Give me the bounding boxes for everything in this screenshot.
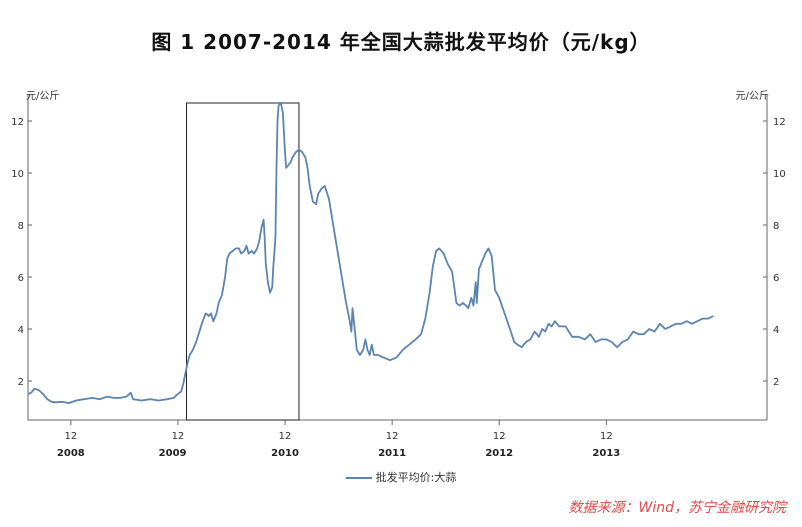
x-year-label: 2009 xyxy=(159,448,187,459)
highlight-box xyxy=(186,102,300,421)
axes-layer: 元/公斤 元/公斤 2 2 4 4 6 6 8 8 10 10 12 12 12 12 12 12 12 12 2008… xyxy=(11,90,785,459)
y-tick-label-right: 10 xyxy=(773,169,786,180)
y-tick-label-left: 6 xyxy=(18,273,24,284)
y-tick-label-left: 10 xyxy=(11,169,24,180)
legend-label: 批发平均价:大蒜 xyxy=(375,471,457,484)
series-layer xyxy=(27,101,714,404)
series-line-0 xyxy=(27,101,714,404)
y-tick-label-left: 8 xyxy=(18,221,24,232)
y-tick-label-right: 12 xyxy=(773,117,786,128)
y-tick-label-left: 12 xyxy=(11,117,24,128)
y-tick-label-left: 4 xyxy=(18,325,24,336)
x-tick-label: 12 xyxy=(386,431,399,442)
source-note: 数据来源：Wind，苏宁金融研究院 xyxy=(568,500,787,516)
x-tick-label: 12 xyxy=(172,431,185,442)
y-tick-label-right: 2 xyxy=(773,377,779,388)
x-year-label: 2013 xyxy=(592,448,620,459)
unit-label-left: 元/公斤 xyxy=(26,90,59,102)
x-tick-label: 12 xyxy=(64,431,77,442)
chart-title: 图 1 2007-2014 年全国大蒜批发平均价（元/kg） xyxy=(151,30,651,54)
x-year-label: 2012 xyxy=(485,448,513,459)
unit-label-right: 元/公斤 xyxy=(736,90,769,102)
highlight-box-layer xyxy=(186,102,300,421)
x-tick-label: 12 xyxy=(600,431,613,442)
y-tick-label-right: 8 xyxy=(773,221,779,232)
legend-swatch xyxy=(345,477,372,479)
x-year-label: 2011 xyxy=(378,448,406,459)
x-tick-label: 12 xyxy=(279,431,292,442)
x-year-label: 2010 xyxy=(271,448,299,459)
y-tick-label-left: 2 xyxy=(18,377,24,388)
y-tick-label-right: 6 xyxy=(773,273,779,284)
x-year-label: 2008 xyxy=(57,448,85,459)
legend: 批发平均价:大蒜 xyxy=(0,469,802,485)
x-tick-label: 12 xyxy=(493,431,506,442)
y-tick-label-right: 4 xyxy=(773,325,779,336)
